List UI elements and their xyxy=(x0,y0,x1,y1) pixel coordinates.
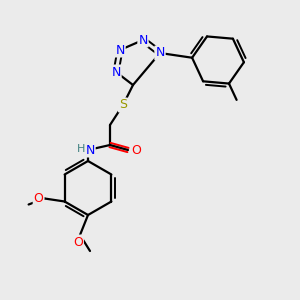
Text: N: N xyxy=(111,65,121,79)
Text: N: N xyxy=(115,44,125,56)
Text: H: H xyxy=(77,144,85,154)
Text: S: S xyxy=(119,98,127,112)
Text: N: N xyxy=(155,46,165,59)
Text: O: O xyxy=(131,143,141,157)
Text: N: N xyxy=(138,34,148,46)
Text: O: O xyxy=(34,192,44,205)
Text: N: N xyxy=(85,143,95,157)
Text: O: O xyxy=(73,236,83,248)
